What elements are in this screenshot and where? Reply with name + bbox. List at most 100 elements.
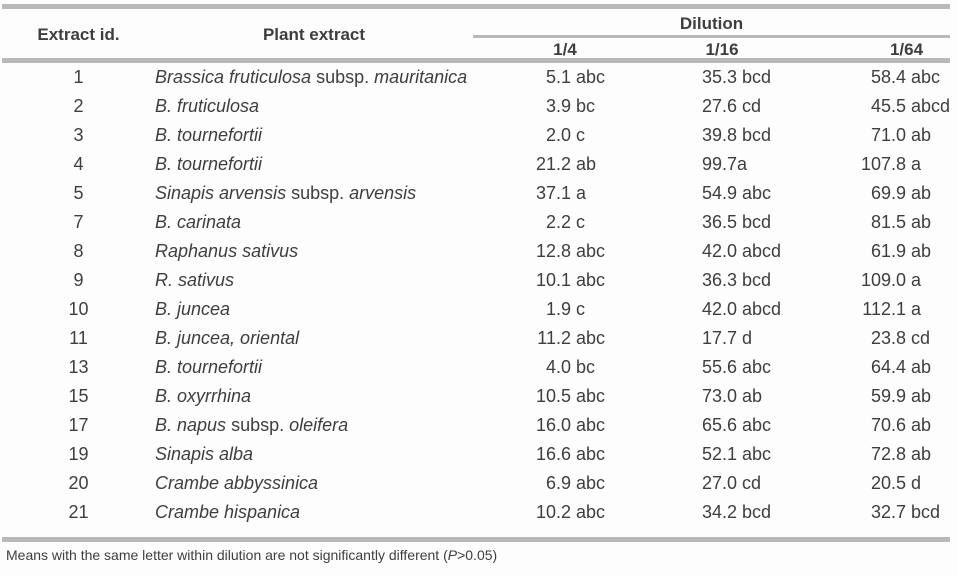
significance-letters: abc (571, 241, 606, 261)
significance-letters: bc (571, 357, 596, 377)
dilution-1-4-cell: 6.9 abc (473, 473, 633, 494)
value-number: 20.5 (870, 473, 906, 493)
value-number: 99.7 (701, 154, 737, 174)
dilution-1-16-cell: 36.3 bcd (633, 270, 795, 291)
significance-letters: a (737, 154, 748, 174)
table-row: 8 Raphanus sativus 12.8 abc 42.0 abcd 61.9 a… (2, 237, 950, 266)
value-number: 5.1 (545, 67, 571, 87)
dilution-1-64-cell: 45.5 abcd (795, 96, 950, 117)
value-number: 72.8 (870, 444, 906, 464)
value-number: 71.0 (870, 125, 906, 145)
value-number: 42.0 (701, 299, 737, 319)
plant-extract-cell: Raphanus sativus (155, 241, 299, 261)
significance-letters: ab (906, 444, 932, 464)
value-number: 3.9 (545, 96, 571, 116)
significance-letters: abc (737, 357, 772, 377)
significance-letters: abc (571, 270, 606, 290)
dilution-1-64-cell: 20.5 d (795, 473, 950, 494)
dilution-1-64-cell: 109.0 a (795, 270, 950, 291)
extract-id-cell: 17 (68, 415, 89, 435)
value-number: 11.2 (537, 328, 571, 348)
table-row: 4 B. tournefortii 21.2 ab 99.7 a 107.8 a (2, 150, 950, 179)
value-number: 65.6 (701, 415, 737, 435)
dilution-1-4-cell: 10.5 abc (473, 386, 633, 407)
significance-letters: d (906, 473, 922, 493)
plant-extract-cell: Sinapis alba (155, 444, 254, 464)
dilution-1-16-cell: 35.3 bcd (633, 67, 795, 88)
dilution-1-64-cell: 81.5 ab (795, 212, 950, 233)
table-row: 20 Crambe abbyssinica 6.9 abc 27.0 cd 20.5 d (2, 469, 950, 498)
value-number: 81.5 (870, 212, 906, 232)
value-number: 6.9 (545, 473, 571, 493)
extract-id-cell: 3 (73, 125, 84, 145)
plant-extract-cell: B. carinata (155, 212, 242, 232)
dilution-1-16-cell: 39.8 bcd (633, 125, 795, 146)
value-number: 70.6 (870, 415, 906, 435)
extract-id-cell: 4 (73, 154, 84, 174)
significance-letters: d (737, 328, 753, 348)
dilution-1-4-cell: 37.1 a (473, 183, 633, 204)
value-number: 27.6 (701, 96, 737, 116)
table-bottom-border (2, 537, 950, 542)
significance-letters: abc (571, 67, 606, 87)
significance-letters: abc (571, 473, 606, 493)
dilution-1-64-cell: 61.9 ab (795, 241, 950, 262)
significance-letters: a (571, 183, 587, 203)
plant-extract-cell: Crambe hispanica (155, 502, 301, 522)
dilution-subheader-row: 1/4 1/16 1/64 (473, 38, 950, 61)
significance-letters: abc (906, 67, 941, 87)
plant-extract-cell: Sinapis arvensis subsp. arvensis (155, 183, 417, 203)
table-row: 9 R. sativus 10.1 abc 36.3 bcd 109.0 a (2, 266, 950, 295)
dilution-1-16-cell: 99.7 a (633, 154, 795, 175)
significance-letters: ab (906, 415, 932, 435)
significance-letters: cd (737, 96, 762, 116)
dilution-1-64-cell: 72.8 ab (795, 444, 950, 465)
dilution-1-64-cell: 59.9 ab (795, 386, 950, 407)
significance-letters: cd (737, 473, 762, 493)
dilution-1-4-cell: 2.0 c (473, 125, 633, 146)
significance-letters: a (906, 154, 922, 174)
significance-letters: ab (906, 125, 932, 145)
value-number: 4.0 (545, 357, 571, 377)
value-number: 64.4 (870, 357, 906, 377)
table-row: 10 B. juncea 1.9 c 42.0 abcd 112.1 a (2, 295, 950, 324)
plant-extract-cell: R. sativus (155, 270, 235, 290)
plant-extract-cell: B. napus subsp. oleifera (155, 415, 349, 435)
value-number: 109.0 (860, 270, 906, 290)
significance-letters: a (906, 270, 922, 290)
column-header-dilution-1-16: 1/16 (705, 40, 739, 59)
dilution-1-4-cell: 11.2 abc (473, 328, 633, 349)
column-group-header-dilution: Dilution (679, 14, 744, 33)
value-number: 23.8 (870, 328, 906, 348)
dilution-1-64-cell: 58.4 abc (795, 67, 950, 88)
plant-extract-cell: B. tournefortii (155, 125, 263, 145)
value-number: 59.9 (870, 386, 906, 406)
extract-id-cell: 8 (73, 241, 84, 261)
value-number: 2.2 (545, 212, 571, 232)
value-number: 112.1 (862, 299, 906, 319)
extract-id-cell: 11 (69, 328, 88, 348)
dilution-1-16-cell: 54.9 abc (633, 183, 795, 204)
value-number: 39.8 (701, 125, 737, 145)
dilution-1-64-cell: 23.8 cd (795, 328, 950, 349)
significance-letters: bcd (737, 125, 772, 145)
significance-letters: ab (906, 357, 932, 377)
significance-letters: ab (906, 183, 932, 203)
dilution-1-16-cell: 52.1 abc (633, 444, 795, 465)
extract-id-cell: 7 (73, 212, 84, 232)
significance-letters: abc (571, 444, 606, 464)
significance-letters: abc (571, 386, 606, 406)
dilution-1-64-cell: 107.8 a (795, 154, 950, 175)
value-number: 73.0 (701, 386, 737, 406)
value-number: 42.0 (701, 241, 737, 261)
value-number: 1.9 (545, 299, 571, 319)
column-header-plant-extract: Plant extract (262, 25, 366, 44)
dilution-1-16-cell: 34.2 bcd (633, 502, 795, 523)
value-number: 27.0 (701, 473, 737, 493)
dilution-1-64-cell: 112.1 a (795, 299, 950, 320)
dilution-1-4-cell: 2.2 c (473, 212, 633, 233)
value-number: 36.3 (701, 270, 737, 290)
dilution-1-64-cell: 32.7 bcd (795, 502, 950, 523)
